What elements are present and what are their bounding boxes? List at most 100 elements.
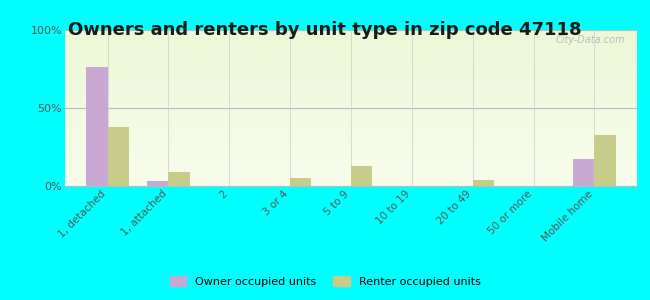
Bar	[65, 144, 637, 145]
Bar	[65, 74, 637, 75]
Bar	[65, 106, 637, 107]
Bar	[65, 66, 637, 67]
Bar	[65, 108, 637, 109]
Bar	[65, 107, 637, 108]
Bar	[65, 131, 637, 132]
Bar	[65, 61, 637, 62]
Bar	[65, 85, 637, 86]
Bar	[65, 166, 637, 167]
Bar	[65, 138, 637, 139]
Bar	[65, 160, 637, 161]
Bar	[65, 100, 637, 101]
Bar	[65, 46, 637, 47]
Bar	[65, 118, 637, 119]
Bar	[351, 166, 372, 186]
Text: Owners and renters by unit type in zip code 47118: Owners and renters by unit type in zip c…	[68, 21, 582, 39]
Bar	[65, 184, 637, 185]
Bar	[65, 79, 637, 80]
Bar	[65, 48, 637, 49]
Bar	[65, 113, 637, 114]
Bar	[65, 77, 637, 78]
Bar	[65, 54, 637, 55]
Bar	[65, 116, 637, 117]
Bar	[65, 174, 637, 175]
Bar	[65, 136, 637, 137]
Bar	[65, 158, 637, 159]
Bar	[65, 185, 637, 186]
Bar	[147, 181, 168, 186]
Bar	[65, 154, 637, 155]
Bar	[65, 63, 637, 64]
Bar	[65, 137, 637, 138]
Bar	[65, 168, 637, 169]
Bar	[65, 179, 637, 180]
Bar	[65, 80, 637, 81]
Bar	[65, 56, 637, 57]
Bar	[65, 167, 637, 168]
Bar	[65, 42, 637, 43]
Bar	[65, 95, 637, 96]
Bar	[65, 125, 637, 126]
Bar	[65, 67, 637, 68]
Bar	[65, 87, 637, 88]
Bar	[65, 153, 637, 154]
Bar	[65, 58, 637, 59]
Bar	[65, 65, 637, 66]
Bar	[65, 92, 637, 93]
Bar	[65, 71, 637, 72]
Bar	[65, 103, 637, 104]
Bar	[65, 41, 637, 42]
Bar	[65, 178, 637, 179]
Bar	[65, 164, 637, 165]
Bar	[65, 126, 637, 127]
Bar	[65, 156, 637, 157]
Bar	[65, 133, 637, 134]
Bar	[65, 169, 637, 170]
Bar	[65, 84, 637, 85]
Bar	[65, 53, 637, 54]
Bar	[65, 114, 637, 115]
Bar	[65, 32, 637, 33]
Text: City-Data.com: City-Data.com	[556, 35, 625, 45]
Bar	[65, 151, 637, 152]
Legend: Owner occupied units, Renter occupied units: Owner occupied units, Renter occupied un…	[165, 272, 485, 291]
Bar	[65, 86, 637, 87]
Bar	[65, 96, 637, 97]
Bar	[65, 72, 637, 73]
Bar	[65, 64, 637, 65]
Bar	[65, 62, 637, 63]
Bar	[65, 111, 637, 112]
Bar	[65, 115, 637, 116]
Bar	[65, 52, 637, 53]
Bar	[65, 37, 637, 38]
Bar	[65, 83, 637, 84]
Bar	[573, 160, 594, 186]
Bar	[65, 98, 637, 99]
Bar	[65, 146, 637, 147]
Bar	[65, 170, 637, 171]
Bar	[65, 82, 637, 83]
Bar	[65, 165, 637, 166]
Bar	[65, 172, 637, 173]
Bar	[65, 119, 637, 120]
Bar	[65, 130, 637, 131]
Bar	[65, 57, 637, 58]
Bar	[65, 139, 637, 140]
Bar	[65, 90, 637, 91]
Bar	[65, 159, 637, 160]
Bar	[65, 122, 637, 123]
Bar	[65, 31, 637, 32]
Bar	[65, 89, 637, 90]
Bar	[65, 35, 637, 36]
Bar	[65, 43, 637, 44]
Bar	[65, 161, 637, 162]
Bar	[65, 93, 637, 94]
Bar	[594, 134, 616, 186]
Bar	[65, 183, 637, 184]
Bar	[65, 176, 637, 177]
Bar	[65, 68, 637, 69]
Bar	[65, 40, 637, 41]
Bar	[65, 150, 637, 151]
Bar	[65, 75, 637, 76]
Bar	[65, 44, 637, 45]
